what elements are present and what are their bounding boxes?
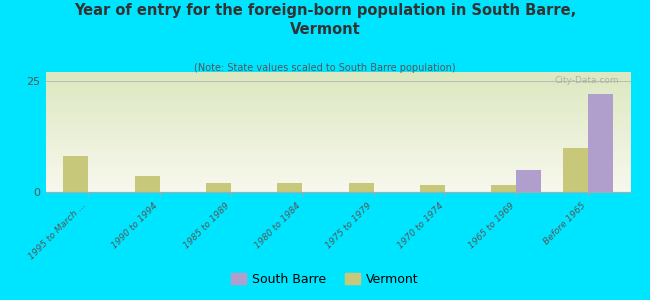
Bar (135, 176, 160, 192)
Bar (348, 183, 374, 192)
Legend: South Barre, Vermont: South Barre, Vermont (226, 268, 424, 291)
Bar (491, 185, 516, 192)
Bar (278, 183, 302, 192)
Bar (63, 156, 88, 192)
Text: Year of entry for the foreign-born population in South Barre,
Vermont: Year of entry for the foreign-born popul… (74, 3, 576, 37)
Bar (206, 183, 231, 192)
Text: (Note: State values scaled to South Barre population): (Note: State values scaled to South Barr… (194, 63, 456, 73)
Bar (563, 148, 588, 192)
Bar (420, 185, 445, 192)
Bar (588, 94, 613, 192)
Text: City-Data.com: City-Data.com (554, 76, 619, 85)
Bar (516, 170, 541, 192)
